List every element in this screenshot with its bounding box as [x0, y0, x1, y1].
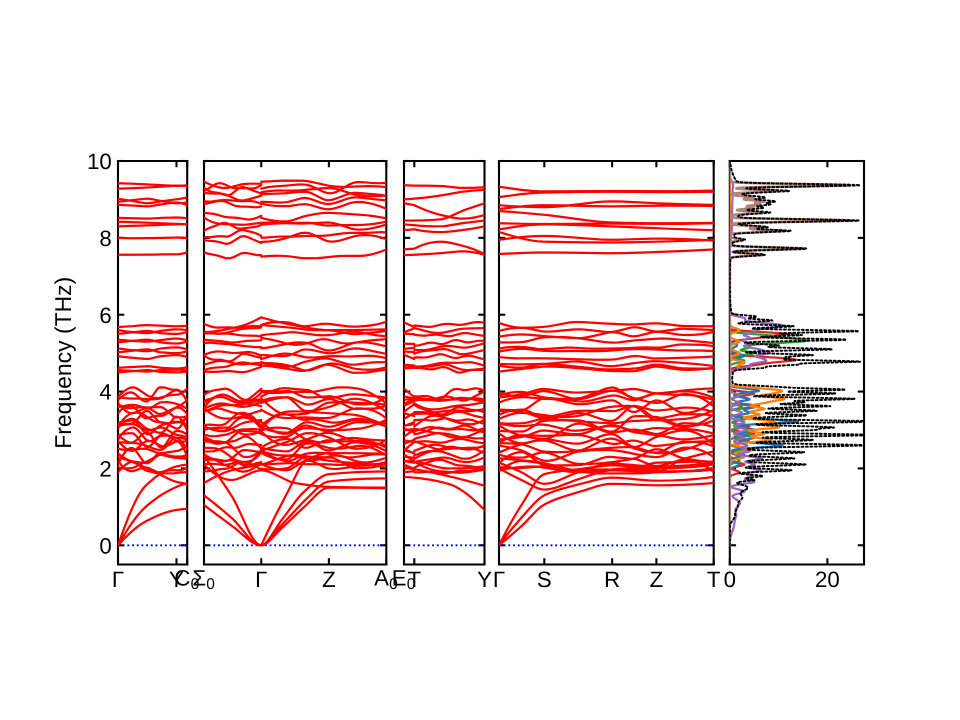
svg-text:0: 0 [99, 535, 112, 559]
svg-text:20: 20 [815, 569, 840, 593]
svg-text:Z: Z [322, 569, 336, 593]
svg-text:A 0: A 0 [374, 567, 398, 593]
svg-text:4: 4 [99, 382, 112, 406]
svg-text:T: T [408, 569, 422, 593]
svg-text:10: 10 [87, 151, 112, 175]
svg-text:R: R [604, 569, 620, 593]
svg-text:Σ 0: Σ 0 [192, 567, 215, 593]
svg-text:Γ: Γ [255, 569, 267, 593]
svg-text:Γ: Γ [493, 569, 506, 593]
svg-text:S: S [537, 569, 552, 593]
svg-text:C 0: C 0 [174, 568, 199, 594]
svg-text:0: 0 [724, 569, 737, 593]
svg-text:Y: Y [169, 569, 184, 593]
svg-text:T: T [707, 569, 721, 593]
svg-text:2: 2 [99, 458, 112, 482]
svg-text:Γ: Γ [112, 569, 125, 593]
svg-text:6: 6 [99, 305, 112, 329]
svg-text:E 0: E 0 [392, 567, 416, 593]
svg-text:Frequency (THz): Frequency (THz) [52, 277, 77, 449]
svg-text:8: 8 [99, 228, 112, 252]
svg-text:Y: Y [477, 569, 492, 593]
svg-text:Z: Z [650, 569, 664, 593]
